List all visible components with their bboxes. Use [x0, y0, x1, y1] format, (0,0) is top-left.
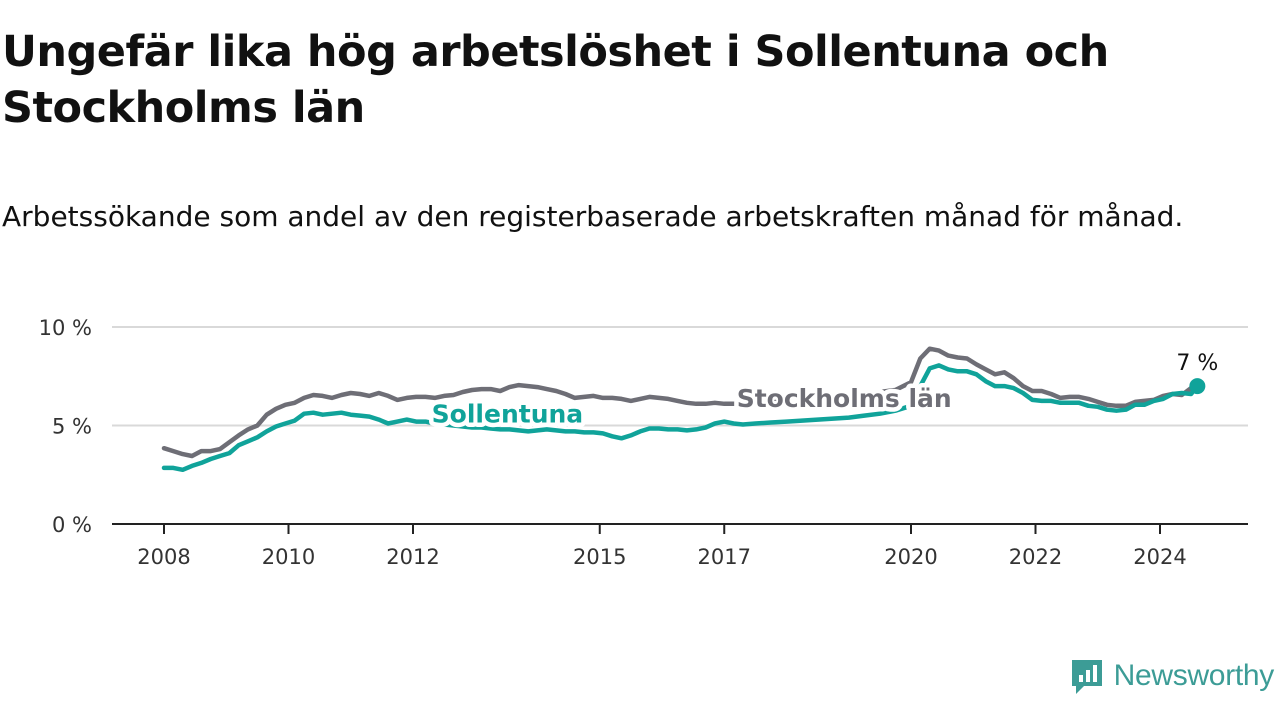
newsworthy-logo[interactable]: Newsworthy [1070, 656, 1274, 696]
brand-name: Newsworthy [1113, 659, 1275, 692]
series-lines [161, 346, 1200, 473]
end-value-label: 7 % [1176, 351, 1218, 376]
x-tick-label: 2017 [698, 545, 751, 569]
y-tick-label: 5 % [52, 415, 92, 439]
series-line-stockholms-ln [161, 346, 1194, 459]
x-tick-label: 2010 [262, 545, 315, 569]
newsworthy-logo-icon [1071, 660, 1102, 694]
chart-subtitle: Arbetssökande som andel av den registerb… [2, 200, 1184, 233]
x-tick-label: 2022 [1009, 545, 1062, 569]
chart-title: Ungefär lika hög arbetslöshet i Sollentu… [2, 27, 1109, 133]
end-point-marker [1189, 378, 1206, 395]
x-tick-label: 2020 [884, 545, 937, 569]
y-tick-label: 10 % [39, 316, 92, 340]
series-label-sollentuna: Sollentuna [432, 400, 584, 429]
x-tick-label: 2024 [1133, 545, 1186, 569]
series-labels: Sollentuna Stockholms län 7 % [427, 351, 1218, 433]
series-line-sollentuna [161, 363, 1200, 473]
line-chart: 0 % 5 % 10 % Sollentuna Stockholms län 7 % 2… [39, 316, 1248, 569]
series-label-stockholms-lan: Stockholms län [737, 384, 952, 413]
x-tick-label: 2015 [573, 545, 626, 569]
y-tick-label: 0 % [52, 513, 92, 537]
x-axis: 2008 2010 2012 2015 2017 2020 2022 2024 [112, 523, 1248, 569]
grid: 0 % 5 % 10 % [39, 316, 1248, 537]
x-tick-label: 2012 [386, 545, 439, 569]
x-tick-label: 2008 [137, 545, 190, 569]
